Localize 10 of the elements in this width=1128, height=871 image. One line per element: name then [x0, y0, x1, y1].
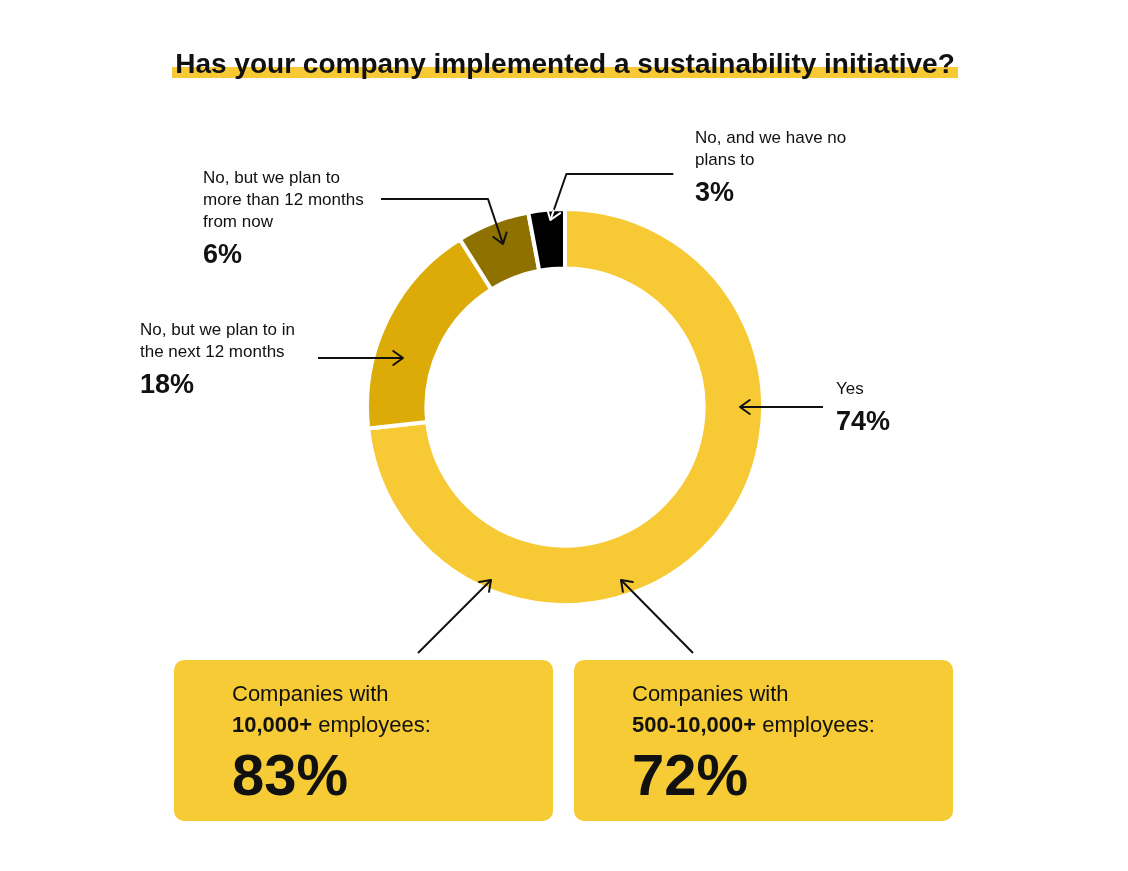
text: Companies with 500-10,000+ employees: 72% [632, 680, 876, 808]
data-label: 18% [140, 369, 195, 399]
data-label: 74% [836, 406, 891, 436]
text: Companies with 10,000+ employees: 83% [232, 680, 432, 808]
data-label: 6% [203, 239, 243, 269]
slice-label: Yes [836, 379, 864, 398]
data-label: 3% [695, 177, 735, 207]
slice-label: No, but we plan to more than 12 months from now [203, 168, 364, 231]
slice-label: No, and we have no plans to [695, 128, 847, 169]
slice-label: No, but we plan to in the next 12 months [140, 320, 295, 361]
